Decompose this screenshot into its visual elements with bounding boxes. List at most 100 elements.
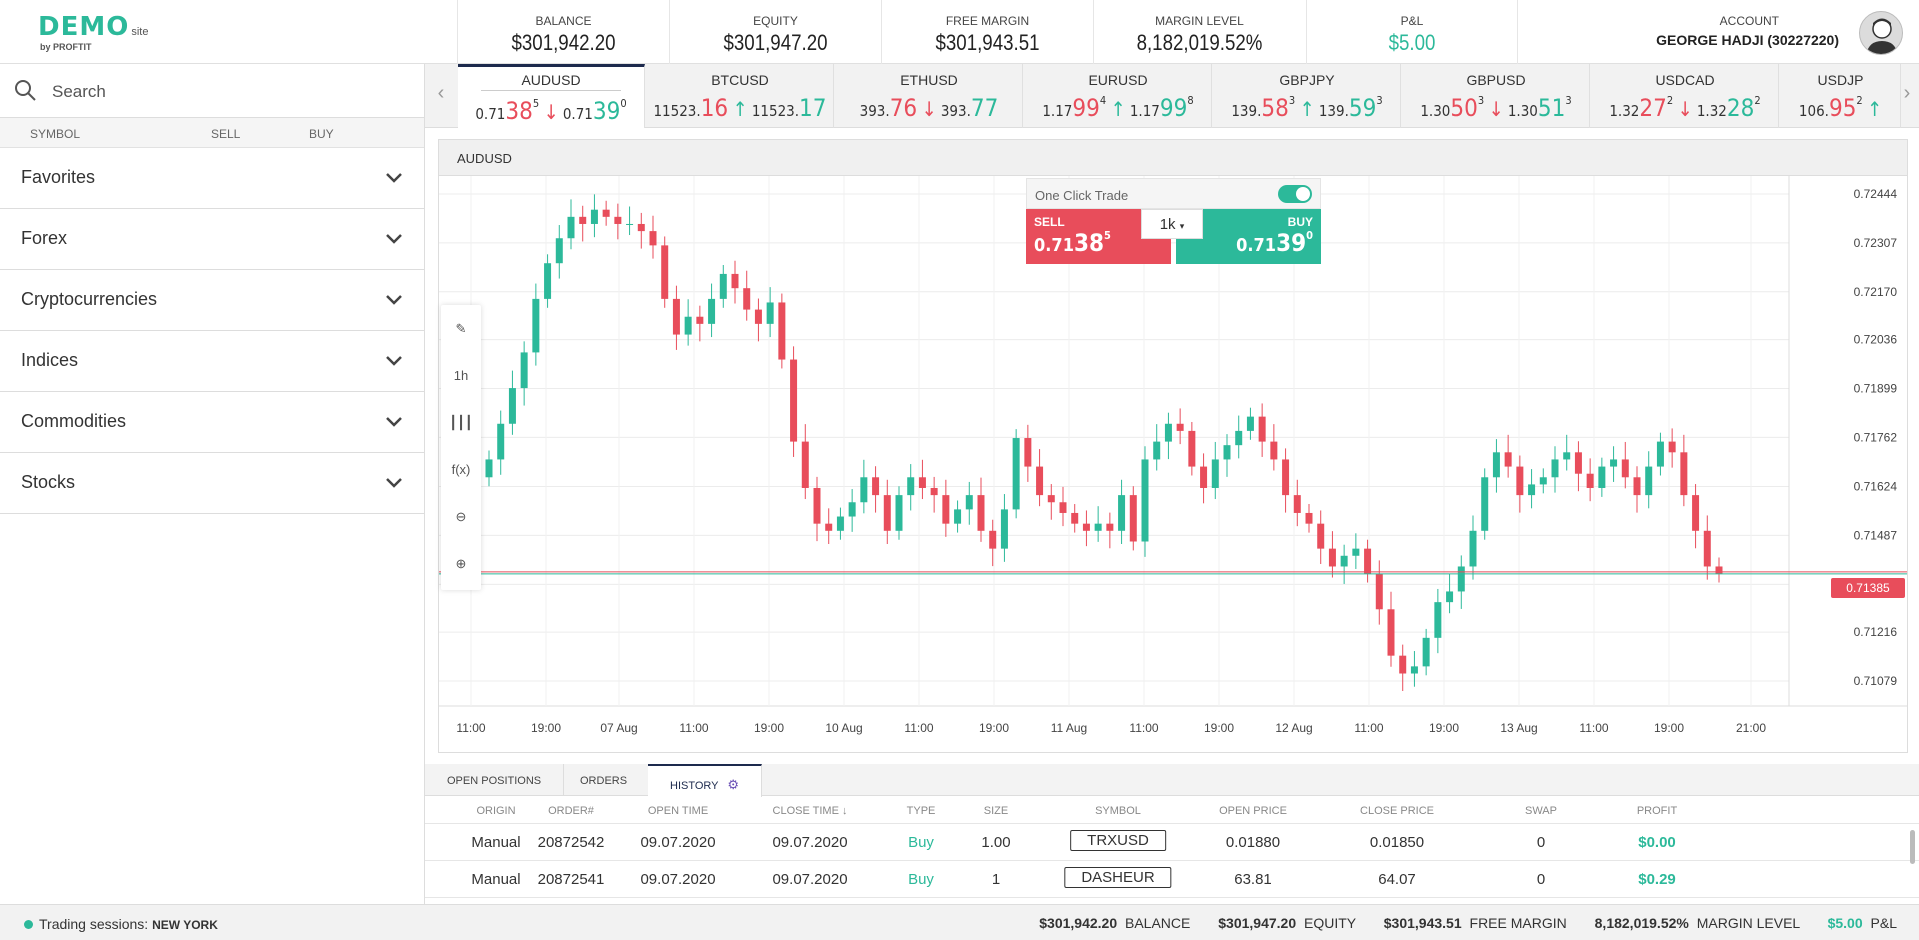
column-header[interactable]: SWAP <box>1525 805 1557 817</box>
chevron-down-icon <box>386 234 402 244</box>
cell-symbol: DASHEUR <box>1064 867 1172 888</box>
category-favorites[interactable]: Favorites <box>0 148 424 209</box>
ticker-item-ethusd[interactable]: ETHUSD 393.76 ↓ 393.77 <box>836 64 1023 128</box>
candle-body <box>1610 459 1618 467</box>
arrow-down-icon: ↓ <box>921 97 937 121</box>
ticker-item-gbpusd[interactable]: GBPUSD 1.30503 ↓ 1.30513 <box>1403 64 1590 128</box>
ticker-item-usdcad[interactable]: USDCAD 1.32272 ↓ 1.32282 <box>1592 64 1779 128</box>
candle-type-icon[interactable]: ┃┃┃ <box>449 415 473 430</box>
candle-body <box>555 238 563 264</box>
ticker-scroll-left[interactable]: ‹ <box>437 82 445 104</box>
price-chart[interactable]: AUDUSD 0.72444 0.72307 0.72170 0.72036 0.718… <box>438 139 1908 753</box>
candle-body <box>1094 523 1102 531</box>
table-row[interactable]: Manual 20872542 09.07.2020 09.07.2020 Buy 1.0… <box>425 824 1919 861</box>
column-header[interactable]: SYMBOL <box>1095 805 1141 817</box>
candle-body <box>1387 609 1395 656</box>
column-header[interactable]: CLOSE PRICE <box>1360 805 1434 817</box>
gear-icon[interactable]: ⚙ <box>727 777 740 792</box>
cell-close-price: 0.01850 <box>1369 834 1425 851</box>
candle-body <box>1164 423 1172 442</box>
candle-body <box>1282 459 1290 496</box>
ticker-symbol: USDCAD <box>1655 72 1715 88</box>
candle-body <box>1223 445 1231 460</box>
candle-body <box>1586 473 1594 488</box>
column-header[interactable]: CLOSE TIME ↓ <box>772 805 848 817</box>
ticker-item-audusd[interactable]: AUDUSD 0.71385 ↓ 0.71390 <box>458 64 645 128</box>
candlestick-chart[interactable]: 0.72444 0.72307 0.72170 0.72036 0.71899 0.717… <box>439 176 1907 752</box>
candle-body <box>860 477 868 503</box>
ticker-item-eurusd[interactable]: EURUSD 1.17994 ↑ 1.17998 <box>1025 64 1212 128</box>
category-commodities[interactable]: Commodities <box>0 392 424 453</box>
candle-body <box>1528 484 1536 496</box>
candle-body <box>1375 573 1383 610</box>
candle-body <box>1399 655 1407 674</box>
table-row[interactable]: Manual 20872541 09.07.2020 09.07.2020 Buy 1 DA… <box>425 861 1919 898</box>
category-stocks[interactable]: Stocks <box>0 453 424 514</box>
ticker-item-gbpjpy[interactable]: GBPJPY 139.583 ↑ 139.593 <box>1214 64 1401 128</box>
candle-body <box>1235 430 1243 446</box>
column-header[interactable]: OPEN PRICE <box>1219 805 1287 817</box>
history-scrollbar[interactable] <box>1910 830 1915 864</box>
candle-body <box>1293 495 1301 513</box>
x-tick-label: 07 Aug <box>600 721 637 735</box>
search-input[interactable] <box>52 78 392 106</box>
logo[interactable]: DEMO site by PROFTIT <box>38 12 149 52</box>
candle-body <box>1141 459 1149 542</box>
tab-history[interactable]: HISTORY ⚙ <box>648 764 763 797</box>
tab-orders[interactable]: ORDERS <box>558 764 651 796</box>
category-label: Stocks <box>21 472 76 492</box>
candle-body <box>1071 512 1079 524</box>
indicators-icon[interactable]: f(x) <box>451 462 471 477</box>
column-header[interactable]: PROFIT <box>1636 805 1678 817</box>
candle-body <box>1422 637 1430 667</box>
draw-tool-icon[interactable]: ✎ <box>455 321 467 336</box>
candle-body <box>1012 438 1020 510</box>
cell-open-price: 0.01880 <box>1225 834 1281 851</box>
x-tick-label: 19:00 <box>1654 721 1684 735</box>
x-tick-label: 12 Aug <box>1275 721 1312 735</box>
candle-body <box>954 509 962 524</box>
candle-body <box>1106 523 1114 531</box>
cell-size: 1 <box>991 871 1001 888</box>
column-header[interactable]: ORDER# <box>548 805 594 817</box>
lot-size-select[interactable]: 1k ▾ <box>1141 209 1203 239</box>
column-header[interactable]: TYPE <box>906 805 936 817</box>
column-header[interactable]: ORIGIN <box>476 805 516 817</box>
column-header[interactable]: SIZE <box>983 805 1009 817</box>
one-click-trade-toggle[interactable] <box>1278 185 1312 203</box>
candle-body <box>883 495 891 531</box>
cell-open-time: 09.07.2020 <box>640 871 716 888</box>
ticker-item-btcusd[interactable]: BTCUSD 11523.16 ↑ 11523.17 <box>647 64 834 128</box>
candle-body <box>1305 512 1313 524</box>
category-cryptocurrencies[interactable]: Cryptocurrencies <box>0 270 424 331</box>
column-header[interactable]: OPEN TIME <box>647 805 709 817</box>
category-forex[interactable]: Forex <box>0 209 424 270</box>
candle-body <box>1200 466 1208 488</box>
tab-open-positions[interactable]: OPEN POSITIONS <box>425 764 565 796</box>
candle-body <box>1703 530 1711 567</box>
ticker-item-usdjp[interactable]: USDJP 106.952 ↑ <box>1781 64 1901 128</box>
status-bar: Trading sessions: NEW YORK $301,942.20 B… <box>0 904 1919 940</box>
cell-swap: 0 <box>1536 834 1546 851</box>
top-bar: DEMO site by PROFTIT BALANCE $301,942.20 … <box>0 0 1919 64</box>
candle-body <box>1574 452 1582 474</box>
ticker-scroll-right[interactable]: › <box>1903 82 1911 104</box>
ticker-symbol: ETHUSD <box>900 72 958 88</box>
candle-body <box>754 309 762 324</box>
candle-body <box>485 459 493 478</box>
zoom-out-icon[interactable]: ⊖ <box>455 509 467 524</box>
category-indices[interactable]: Indices <box>0 331 424 392</box>
avatar[interactable] <box>1859 11 1903 55</box>
chevron-down-icon <box>386 417 402 427</box>
y-tick-label: 0.71216 <box>1854 625 1898 639</box>
account-info[interactable]: ACCOUNT GEORGE HADJI (30227220) <box>1656 14 1839 48</box>
ticker-symbol: AUDUSD <box>481 72 621 91</box>
candle-body <box>1211 459 1219 488</box>
zoom-in-icon[interactable]: ⊕ <box>455 556 467 571</box>
timeframe-button[interactable]: 1h <box>453 368 469 383</box>
cell-symbol: TRXUSD <box>1070 830 1166 851</box>
search-icon <box>15 80 36 101</box>
candle-body <box>1551 459 1559 478</box>
cell-close-time-: 09.07.2020 <box>772 834 848 851</box>
chevron-down-icon <box>386 173 402 183</box>
